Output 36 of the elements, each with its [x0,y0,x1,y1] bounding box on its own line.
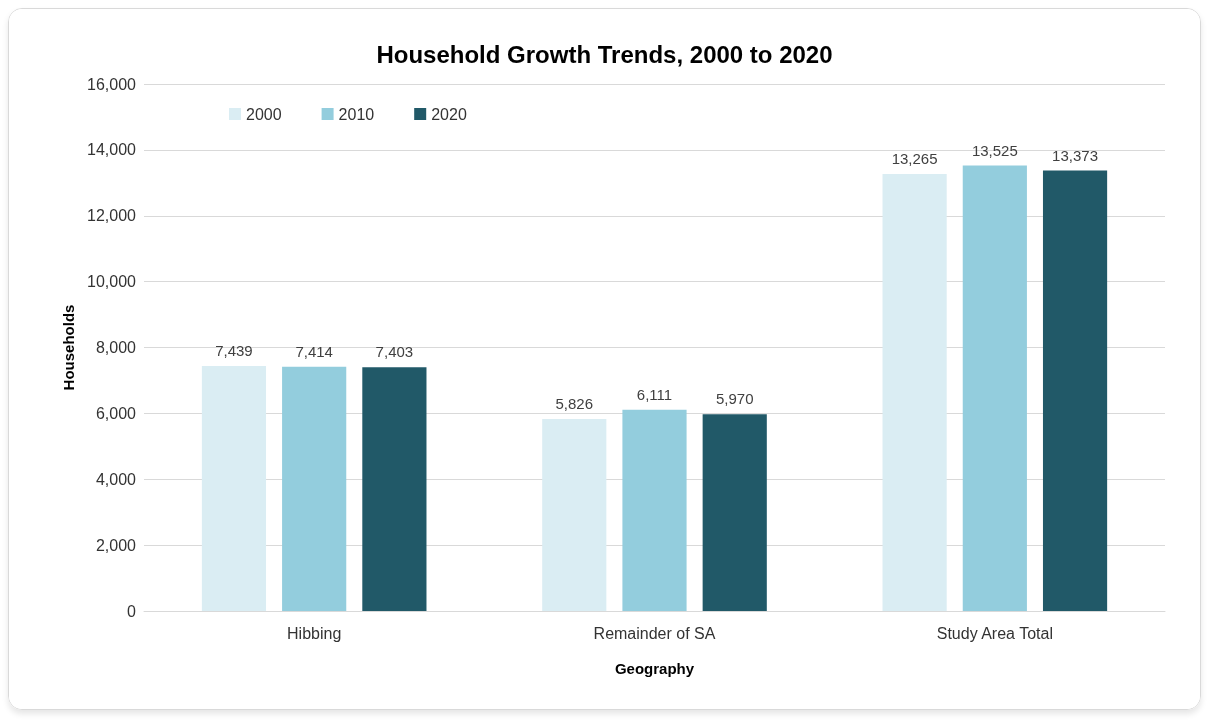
x-axis-title: Geography [614,660,695,677]
y-tick-label: 12,000 [87,207,137,225]
y-tick-label: 8,000 [95,339,137,356]
bar [1042,170,1108,611]
chart-title: Household Growth Trends, 2000 to 2020 [376,40,833,68]
data-label: 13,373 [1052,146,1098,164]
bar [702,414,767,611]
data-label: 7,403 [375,343,414,361]
y-tick-label: 14,000 [87,141,137,159]
x-tick-label: Remainder of SA [593,624,716,642]
legend-label: 2010 [338,105,375,123]
data-label: 6,111 [636,385,673,403]
legend-label: 2020 [431,105,467,123]
bar [282,366,347,611]
y-tick-label: 0 [127,602,137,620]
bar [622,409,687,611]
x-tick-label: Hibbing [287,624,342,642]
data-label: 7,439 [215,341,253,359]
y-tick-label: 10,000 [87,273,137,291]
y-tick-label: 4,000 [95,470,137,488]
data-label: 13,265 [891,150,938,168]
data-label: 7,414 [295,342,333,360]
bar [882,174,947,611]
legend-label: 2000 [246,105,282,123]
y-tick-label: 6,000 [95,404,137,422]
bar [201,365,267,611]
y-tick-label: 2,000 [95,536,137,554]
y-axis-title: Households [60,304,77,391]
y-tick-label: 16,000 [87,75,137,93]
x-tick-label: Study Area Total [936,624,1053,642]
data-label: 13,525 [971,141,1018,159]
bar [362,367,427,611]
data-label: 5,970 [715,390,754,408]
bar [542,419,607,611]
data-label: 5,826 [555,395,594,413]
bar [962,165,1027,611]
